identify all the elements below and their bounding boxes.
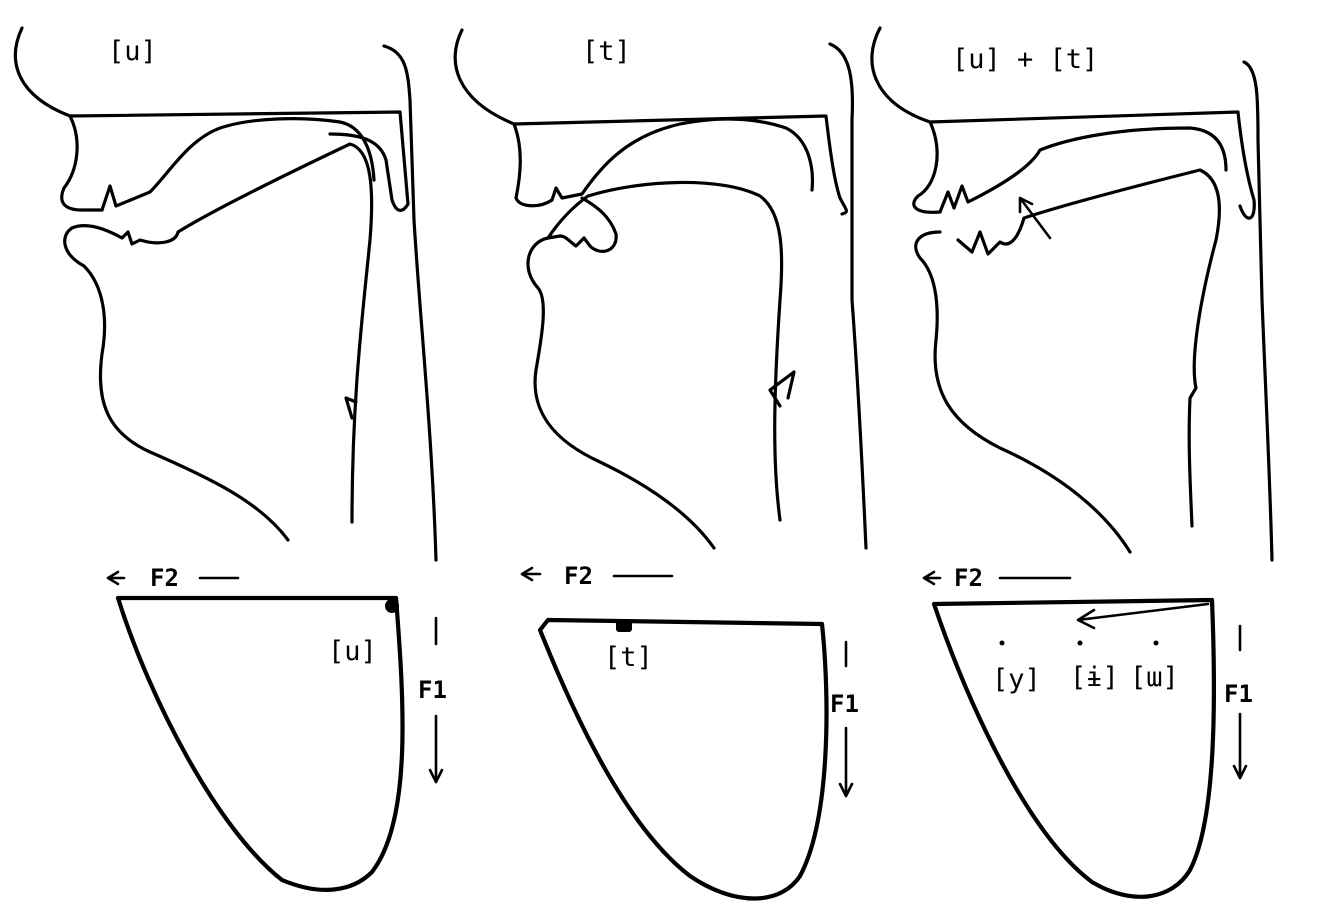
vocal-tract-sketch [453,28,868,550]
t-point [616,620,632,632]
nose-and-upper-lip-outline [13,26,104,212]
panel-title: [t] [582,36,631,67]
tongue-shift-arrow-icon [1018,196,1052,240]
vowel-chart-outline [115,595,405,892]
tongue-outline [546,180,784,522]
vowel-chart: F2 [u] F1 [106,564,447,892]
f2-label: F2 [564,562,593,590]
panel-title: [u] [108,36,157,67]
f2-arrow-line [106,570,240,586]
palate-outline [512,114,849,216]
epiglottis-notch [768,370,796,408]
pharynx-wall [828,42,868,550]
f1-label: F1 [830,690,859,718]
palate-outline [928,110,1256,220]
y-point [999,640,1005,646]
vocal-tract-sketch [870,26,1274,562]
vowel-chart-outline [537,617,829,901]
lower-lip-and-jaw [914,230,1132,554]
pharynx-wall [382,44,438,562]
f1-arrow-line [1232,624,1248,780]
vowel-chart-outline [931,597,1217,899]
nose-and-upper-lip-outline [870,26,942,214]
nose-and-upper-lip-outline [453,28,554,208]
lower-lip-and-jaw [63,226,290,542]
tongue-outline [70,142,374,524]
vowel-chart: F2 [y] [ɨ] [ɯ] F1 [922,564,1253,899]
upper-teeth [550,117,815,202]
t-point-label: [t] [604,642,653,673]
panel-t: [t] F2 [t] F1 [453,28,868,901]
barred-i-point-label: [ɨ] [1070,662,1119,693]
tongue-outline [956,168,1221,528]
f1-arrow-line [838,640,854,798]
turned-m-point-label: [ɯ] [1130,662,1179,693]
upper-teeth [938,126,1228,214]
upper-teeth-and-lip [100,117,376,212]
vowel-chart: F2 [t] F1 [520,562,859,901]
panel-title: [u] + [t] [952,44,1098,75]
barred-i-point [1077,640,1083,646]
f2-label: F2 [150,564,179,592]
panel-u: [u] F2 [u] F1 [13,26,447,892]
palate-outline [68,110,410,212]
u-point [385,599,399,613]
u-point-label: [u] [328,636,377,667]
fronting-arrow-icon [1076,602,1210,630]
epiglottis-notch [344,396,358,420]
f2-arrow-line [520,566,674,582]
f1-arrow-line [428,616,444,784]
f2-label: F2 [954,564,983,592]
f1-label: F1 [418,676,447,704]
turned-m-point [1153,640,1159,646]
y-point-label: [y] [992,664,1041,695]
pharynx-wall [1242,60,1274,562]
lower-lip-and-jaw [526,236,716,550]
f2-arrow-line [922,570,1072,586]
f1-label: F1 [1224,680,1253,708]
panel-u-plus-t: [u] + [t] F2 [y] [ɨ] [ɯ] F1 [870,26,1274,899]
vocal-tract-sketch [13,26,438,562]
